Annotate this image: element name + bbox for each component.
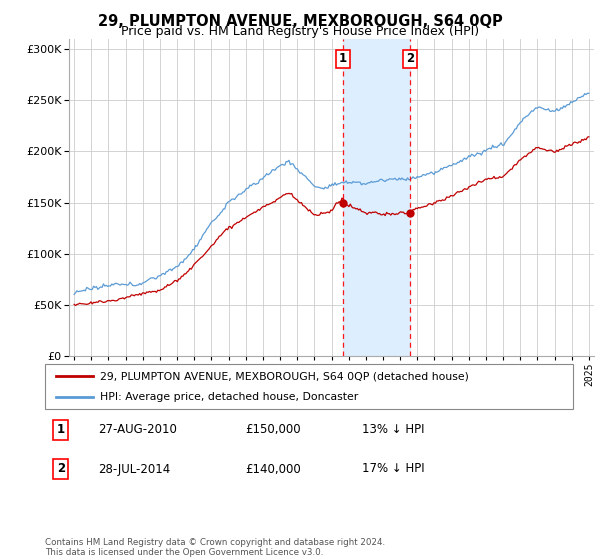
Text: Price paid vs. HM Land Registry's House Price Index (HPI): Price paid vs. HM Land Registry's House … [121, 25, 479, 38]
Text: 28-JUL-2014: 28-JUL-2014 [98, 463, 170, 475]
Text: HPI: Average price, detached house, Doncaster: HPI: Average price, detached house, Donc… [100, 391, 359, 402]
Text: Contains HM Land Registry data © Crown copyright and database right 2024.
This d: Contains HM Land Registry data © Crown c… [45, 538, 385, 557]
Text: 29, PLUMPTON AVENUE, MEXBOROUGH, S64 0QP (detached house): 29, PLUMPTON AVENUE, MEXBOROUGH, S64 0QP… [100, 371, 469, 381]
Text: 1: 1 [57, 423, 65, 436]
Text: 29, PLUMPTON AVENUE, MEXBOROUGH, S64 0QP: 29, PLUMPTON AVENUE, MEXBOROUGH, S64 0QP [98, 14, 502, 29]
Text: 27-AUG-2010: 27-AUG-2010 [98, 423, 176, 436]
Text: 17% ↓ HPI: 17% ↓ HPI [362, 463, 424, 475]
Bar [343, 39, 410, 356]
Text: 2: 2 [406, 53, 414, 66]
Text: £140,000: £140,000 [245, 463, 301, 475]
Text: £150,000: £150,000 [245, 423, 301, 436]
Text: 13% ↓ HPI: 13% ↓ HPI [362, 423, 424, 436]
Text: 2: 2 [57, 463, 65, 475]
FancyBboxPatch shape [45, 364, 573, 409]
Text: 1: 1 [338, 53, 347, 66]
